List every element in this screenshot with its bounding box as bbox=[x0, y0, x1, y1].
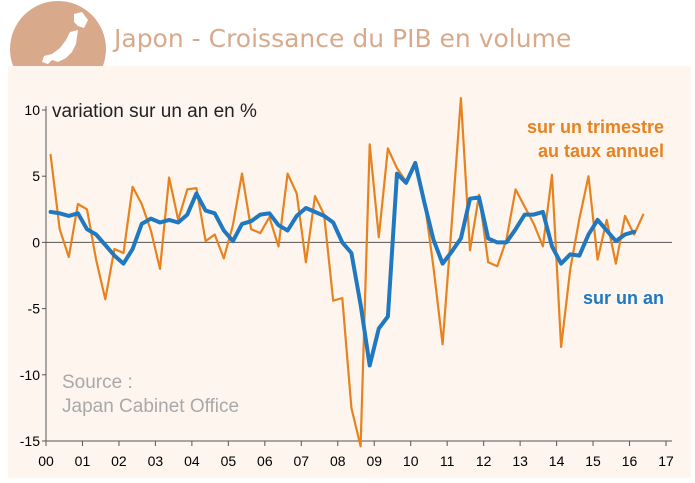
x-tick-label: 09 bbox=[366, 453, 382, 469]
y-tick-label: -15 bbox=[20, 433, 40, 449]
x-tick-label: 02 bbox=[111, 453, 127, 469]
x-tick-label: 11 bbox=[440, 453, 455, 469]
x-tick-label: 15 bbox=[585, 453, 601, 469]
x-tick-label: 04 bbox=[184, 453, 200, 469]
x-tick-label: 07 bbox=[294, 453, 310, 469]
y-tick-label: 5 bbox=[32, 168, 40, 184]
x-tick-label: 08 bbox=[330, 453, 346, 469]
x-tick-label: 01 bbox=[75, 453, 91, 469]
x-tick-label: 00 bbox=[38, 453, 54, 469]
x-tick-label: 14 bbox=[549, 453, 565, 469]
y-tick-label: 10 bbox=[24, 102, 40, 118]
series-line-trimestre bbox=[49, 96, 645, 448]
y-tick-label: -10 bbox=[20, 367, 40, 383]
x-tick-label: 10 bbox=[403, 453, 419, 469]
legend-blue: sur un an bbox=[583, 288, 664, 308]
series-lines bbox=[48, 96, 645, 448]
y-tick-label: -5 bbox=[28, 301, 41, 317]
x-tick-label: 03 bbox=[148, 453, 164, 469]
x-tick-label: 05 bbox=[221, 453, 237, 469]
chart-header: Japon - Croissance du PIB en volume bbox=[0, 0, 695, 97]
source-line2: Japan Cabinet Office bbox=[62, 396, 239, 417]
x-tick-label: 16 bbox=[622, 453, 638, 469]
legend-orange-line2: au taux annuel bbox=[538, 141, 664, 161]
x-tick-label: 06 bbox=[257, 453, 273, 469]
y-tick-labels: 10 5 0 -5 -10 -15 bbox=[20, 102, 40, 449]
x-tick-label: 17 bbox=[658, 453, 674, 469]
y-tick-label: 0 bbox=[32, 234, 40, 250]
y-axis-label: variation sur un an en % bbox=[52, 101, 257, 122]
line-chart: 10 5 0 -5 -10 -15 00 01 02 03 04 05 06 07 08 09 10 11 12 1… bbox=[20, 96, 674, 469]
series-line-annuel bbox=[48, 161, 637, 368]
x-tick-label: 12 bbox=[476, 453, 492, 469]
chart-title: Japon - Croissance du PIB en volume bbox=[114, 24, 572, 53]
chart-panel: 10 5 0 -5 -10 -15 00 01 02 03 04 05 06 07 08 09 10 11 12 1… bbox=[8, 66, 691, 478]
legend-orange-line1: sur un trimestre bbox=[527, 117, 664, 137]
x-tick-labels: 00 01 02 03 04 05 06 07 08 09 10 11 12 13 14 15 16 17 bbox=[38, 453, 674, 469]
x-tick-label: 13 bbox=[512, 453, 528, 469]
source-line1: Source : bbox=[62, 372, 133, 393]
